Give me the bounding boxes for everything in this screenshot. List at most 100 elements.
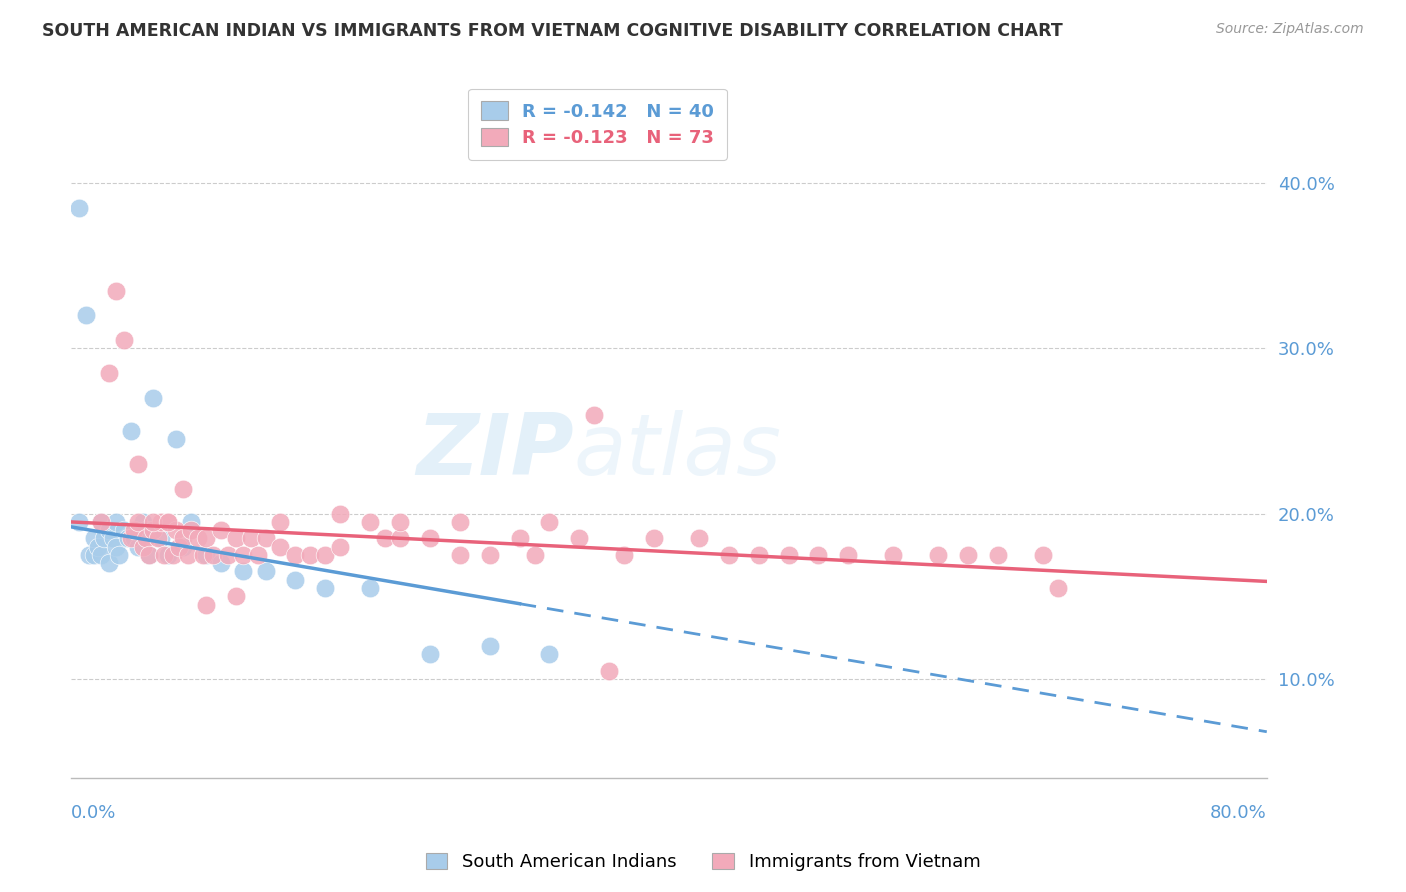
Point xyxy=(299,548,322,562)
Point xyxy=(778,548,800,562)
Point xyxy=(202,548,225,562)
Point xyxy=(598,664,620,678)
Point xyxy=(101,532,124,546)
Point xyxy=(153,548,176,562)
Text: SOUTH AMERICAN INDIAN VS IMMIGRANTS FROM VIETNAM COGNITIVE DISABILITY CORRELATIO: SOUTH AMERICAN INDIAN VS IMMIGRANTS FROM… xyxy=(42,22,1063,40)
Point xyxy=(717,548,740,562)
Point xyxy=(478,639,501,653)
Point xyxy=(149,532,172,546)
Point xyxy=(568,532,591,546)
Point xyxy=(146,532,169,546)
Point xyxy=(135,532,157,546)
Legend: South American Indians, Immigrants from Vietnam: South American Indians, Immigrants from … xyxy=(419,846,987,879)
Point xyxy=(149,515,172,529)
Point xyxy=(478,548,501,562)
Text: 0.0%: 0.0% xyxy=(72,804,117,822)
Point xyxy=(329,540,352,554)
Point xyxy=(90,515,112,529)
Point xyxy=(132,540,155,554)
Point xyxy=(314,548,336,562)
Point xyxy=(254,532,277,546)
Legend: R = -0.142   N = 40, R = -0.123   N = 73: R = -0.142 N = 40, R = -0.123 N = 73 xyxy=(468,89,727,160)
Point xyxy=(142,515,165,529)
Point xyxy=(225,589,247,603)
Point xyxy=(97,523,120,537)
Point xyxy=(449,515,471,529)
Point xyxy=(93,532,115,546)
Point xyxy=(882,548,904,562)
Point xyxy=(180,523,202,537)
Point xyxy=(284,548,307,562)
Point xyxy=(112,523,135,537)
Point xyxy=(122,532,145,546)
Point xyxy=(67,515,90,529)
Point xyxy=(194,598,217,612)
Text: Source: ZipAtlas.com: Source: ZipAtlas.com xyxy=(1216,22,1364,37)
Point xyxy=(284,573,307,587)
Point xyxy=(142,391,165,405)
Point xyxy=(120,532,142,546)
Point xyxy=(165,523,187,537)
Point xyxy=(122,523,145,537)
Point xyxy=(191,548,214,562)
Point xyxy=(172,540,194,554)
Point xyxy=(314,581,336,595)
Point xyxy=(254,565,277,579)
Point xyxy=(132,515,155,529)
Point xyxy=(108,548,131,562)
Point xyxy=(97,556,120,570)
Point xyxy=(172,532,194,546)
Point xyxy=(419,647,441,661)
Point xyxy=(165,433,187,447)
Text: ZIP: ZIP xyxy=(416,410,574,493)
Point xyxy=(329,507,352,521)
Point xyxy=(83,532,105,546)
Point xyxy=(167,540,190,554)
Point xyxy=(927,548,949,562)
Point xyxy=(583,408,606,422)
Point xyxy=(127,540,149,554)
Point xyxy=(138,548,160,562)
Point xyxy=(157,548,180,562)
Point xyxy=(194,548,217,562)
Point xyxy=(120,424,142,438)
Point xyxy=(269,540,291,554)
Point xyxy=(538,647,561,661)
Point xyxy=(77,548,100,562)
Point xyxy=(172,482,194,496)
Point xyxy=(105,515,128,529)
Point xyxy=(419,532,441,546)
Point xyxy=(217,548,239,562)
Point xyxy=(688,532,710,546)
Point xyxy=(87,540,110,554)
Point xyxy=(359,515,381,529)
Point xyxy=(127,457,149,471)
Point xyxy=(374,532,396,546)
Point xyxy=(135,523,157,537)
Point xyxy=(142,523,165,537)
Point xyxy=(157,515,180,529)
Point xyxy=(389,532,412,546)
Point xyxy=(956,548,979,562)
Point xyxy=(180,515,202,529)
Point xyxy=(83,548,105,562)
Point xyxy=(75,309,97,323)
Point xyxy=(1046,581,1069,595)
Point xyxy=(1032,548,1054,562)
Point xyxy=(138,548,160,562)
Point xyxy=(269,515,291,529)
Point xyxy=(90,515,112,529)
Text: 80.0%: 80.0% xyxy=(1211,804,1267,822)
Point xyxy=(359,581,381,595)
Point xyxy=(209,556,232,570)
Point xyxy=(177,548,200,562)
Point xyxy=(97,366,120,380)
Point xyxy=(389,515,412,529)
Point xyxy=(509,532,531,546)
Point xyxy=(127,515,149,529)
Point xyxy=(449,548,471,562)
Point xyxy=(232,565,254,579)
Point xyxy=(67,201,90,215)
Point xyxy=(232,548,254,562)
Point xyxy=(117,532,139,546)
